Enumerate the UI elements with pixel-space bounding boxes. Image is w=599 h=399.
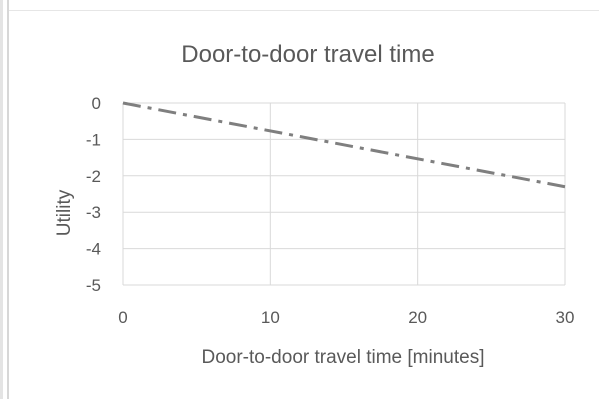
window-left-edge [0,0,3,399]
y-tick-label: 0 [92,94,101,113]
x-tick-label: 0 [118,308,127,327]
x-tick-label: 10 [261,308,280,327]
window-top-border [9,10,599,11]
y-tick-label: -1 [86,130,101,149]
tick-labels: 0 -1 -2 -3 -4 -5 0 10 20 30 [86,94,575,327]
y-tick-label: -4 [86,240,101,259]
x-tick-label: 20 [408,308,427,327]
x-axis-title: Door-to-door travel time [minutes] [202,347,485,368]
x-tick-label: 30 [556,308,575,327]
y-axis-title: Utility [54,189,75,236]
gridlines [122,102,566,286]
window-left-border [7,0,9,399]
series-group [122,101,566,189]
y-tick-label: -2 [86,167,101,186]
y-tick-label: -3 [86,203,101,222]
series-line [122,101,566,189]
y-tick-label: -5 [86,276,101,295]
chart-title: Door-to-door travel time [181,41,434,68]
